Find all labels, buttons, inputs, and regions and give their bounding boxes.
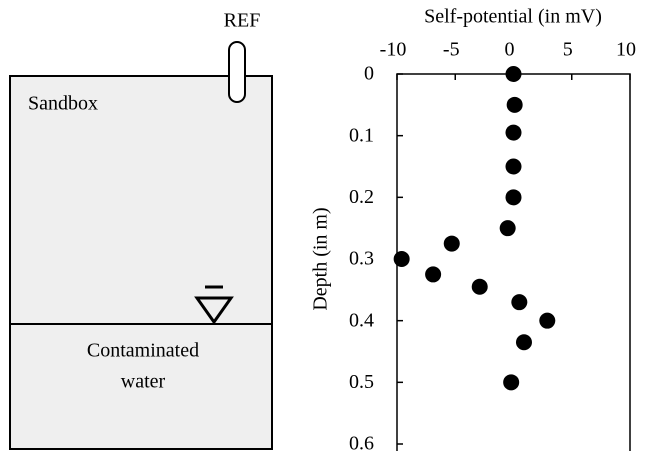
data-point <box>505 66 522 82</box>
ref-electrode <box>228 41 246 103</box>
data-point <box>505 124 522 141</box>
y-tick-label: 0 <box>364 63 374 85</box>
data-point <box>511 294 528 311</box>
data-point <box>506 96 523 113</box>
x-tick-label: -5 <box>443 39 460 61</box>
water-label: water <box>121 371 166 393</box>
data-point <box>505 189 522 206</box>
data-point <box>443 235 460 252</box>
y-tick-label: 0.3 <box>349 248 374 270</box>
ref-label: REF <box>224 10 261 32</box>
data-point <box>499 220 516 237</box>
water-label: Contaminated <box>87 340 199 362</box>
x-tick-label: 10 <box>616 39 636 61</box>
data-point <box>425 266 442 283</box>
data-point <box>503 374 520 391</box>
y-tick-label: 0.1 <box>349 124 374 146</box>
y-tick-label: 0.5 <box>349 371 374 393</box>
sandbox <box>9 75 273 450</box>
data-point <box>505 158 522 175</box>
data-point <box>393 251 410 267</box>
data-point <box>515 334 532 351</box>
data-point <box>539 312 556 329</box>
water-symbol <box>194 296 234 325</box>
x-tick-label: 0 <box>505 39 515 61</box>
y-tick-label: 0.2 <box>349 186 374 208</box>
x-tick-label: -10 <box>380 39 407 61</box>
data-point <box>471 278 488 295</box>
sandbox-label: Sandbox <box>28 93 98 115</box>
y-tick-label: 0.6 <box>349 433 374 451</box>
y-axis-label: Depth (in m) <box>310 207 332 310</box>
x-axis-label: Self-potential (in mV) <box>424 6 602 28</box>
y-tick-label: 0.4 <box>349 309 374 331</box>
x-tick-label: 5 <box>563 39 573 61</box>
